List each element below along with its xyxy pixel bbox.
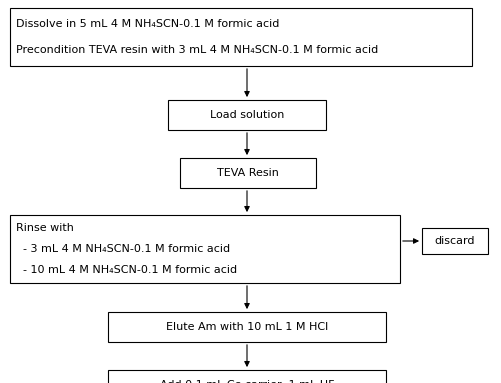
Text: Rinse with: Rinse with (16, 223, 74, 233)
Bar (108, 370, 385, 383)
Text: Elute Am with 10 mL 1 M HCl: Elute Am with 10 mL 1 M HCl (165, 322, 328, 332)
Text: - 3 mL 4 M NH₄SCN-0.1 M formic acid: - 3 mL 4 M NH₄SCN-0.1 M formic acid (16, 244, 229, 254)
Bar (108, 312, 385, 342)
Bar (10, 215, 399, 283)
Text: Load solution: Load solution (209, 110, 284, 120)
Text: - 10 mL 4 M NH₄SCN-0.1 M formic acid: - 10 mL 4 M NH₄SCN-0.1 M formic acid (16, 265, 236, 275)
Text: Precondition TEVA resin with 3 mL 4 M NH₄SCN-0.1 M formic acid: Precondition TEVA resin with 3 mL 4 M NH… (16, 44, 377, 55)
Bar (421, 228, 487, 254)
Bar (168, 100, 325, 130)
Text: TEVA Resin: TEVA Resin (216, 168, 279, 178)
Bar (180, 158, 315, 188)
Text: discard: discard (434, 236, 474, 246)
Text: Dissolve in 5 mL 4 M NH₄SCN-0.1 M formic acid: Dissolve in 5 mL 4 M NH₄SCN-0.1 M formic… (16, 20, 279, 29)
Text: Add 0.1 mL Ce carrier, 1 mL HF: Add 0.1 mL Ce carrier, 1 mL HF (159, 380, 334, 383)
Bar (10, 8, 471, 66)
